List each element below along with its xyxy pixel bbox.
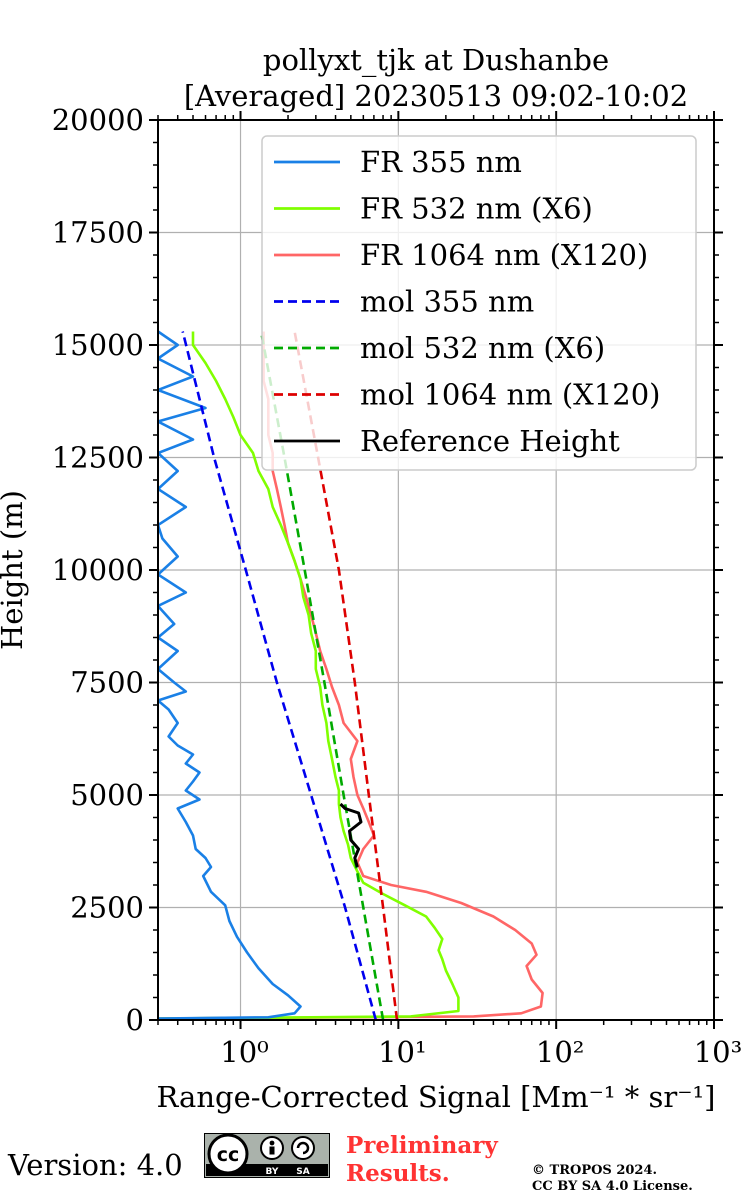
legend-label-3: mol 355 nm: [360, 285, 534, 319]
legend-label-2: FR 1064 nm (X120): [360, 238, 648, 272]
legend-label-1: FR 532 nm (X6): [360, 192, 593, 226]
y-tick-label-4: 10000: [52, 553, 144, 587]
legend-label-0: FR 355 nm: [360, 145, 522, 179]
preliminary-notice: Preliminary Results.: [346, 1132, 498, 1188]
x-tick-label-1: 10¹: [378, 1035, 427, 1069]
y-tick-label-1: 2500: [70, 891, 144, 925]
y-tick-label-5: 12500: [52, 441, 144, 475]
cc-sa-text: SA: [296, 1167, 309, 1177]
svg-text:cc: cc: [217, 1144, 240, 1166]
copyright-line-2: CC BY SA 4.0 License.: [532, 1179, 693, 1194]
y-tick-label-3: 7500: [70, 666, 144, 700]
legend-label-5: mol 1064 nm (X120): [360, 378, 661, 412]
series-line-1: [158, 331, 460, 1020]
x-tick-label-3: 10³: [694, 1035, 743, 1069]
cc-license-badge: cc BY SA: [204, 1133, 330, 1178]
series-line-4: [259, 331, 385, 1020]
y-tick-label-2: 5000: [70, 778, 144, 812]
series-line-3: [181, 331, 378, 1020]
preliminary-line-1: Preliminary: [346, 1132, 498, 1159]
chart-subtitle: [Averaged] 20230513 09:02-10:02: [183, 79, 689, 113]
preliminary-line-2: Results.: [346, 1160, 450, 1187]
series-line-0: [158, 330, 302, 1020]
legend-box: [261, 135, 697, 471]
version-label: Version: 4.0: [8, 1148, 183, 1182]
y-tick-label-7: 17500: [52, 216, 144, 250]
y-tick-label-8: 20000: [52, 103, 144, 137]
y-axis-label: Height (m): [0, 490, 29, 650]
y-tick-label-0: 0: [126, 1003, 144, 1037]
cc-by-text: BY: [266, 1167, 279, 1177]
legend-label-6: Reference Height: [360, 424, 620, 458]
y-tick-label-6: 15000: [52, 328, 144, 362]
copyright-line-1: © TROPOS 2024.: [532, 1163, 658, 1178]
series-line-6: [339, 802, 363, 868]
chart-title: pollyxt_tjk at Dushanbe: [262, 43, 610, 77]
x-tick-label-0: 10⁰: [220, 1035, 269, 1069]
copyright-notice: © TROPOS 2024. CC BY SA 4.0 License.: [532, 1163, 693, 1195]
x-axis-label: Range-Corrected Signal [Mm⁻¹ * sr⁻¹]: [157, 1080, 716, 1114]
x-tick-label-2: 10²: [536, 1035, 585, 1069]
legend-label-4: mol 532 nm (X6): [360, 331, 605, 365]
